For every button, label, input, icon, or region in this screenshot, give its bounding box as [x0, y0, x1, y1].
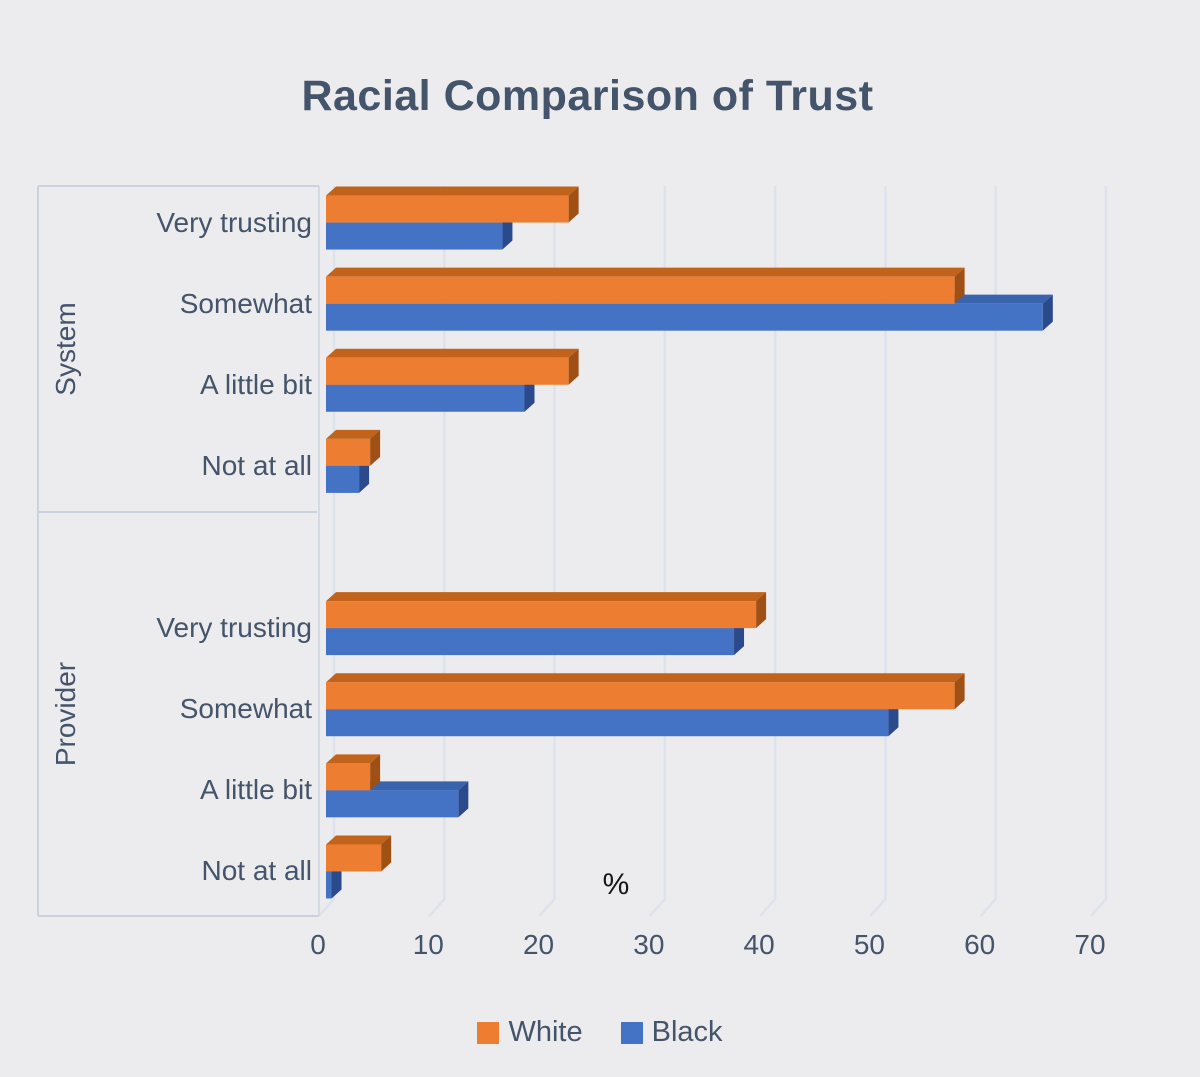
category-label-system-somewhat: Somewhat: [179, 287, 312, 319]
bar-black-system-somewhat-side: [1042, 294, 1053, 331]
chart-title: Racial Comparison of Trust: [301, 72, 874, 120]
bar-black-system-very-trusting: [326, 222, 503, 250]
legend: White Black: [0, 1016, 1200, 1049]
category-label-system-not-at-all: Not at all: [201, 449, 313, 481]
bar-white-provider-somewhat-top: [326, 673, 965, 683]
bar-white-provider-somewhat: [326, 682, 955, 710]
legend-swatch-black-icon: [620, 1021, 643, 1044]
bar-white-provider-not-at-all-side: [381, 835, 392, 872]
bar-white-system-somewhat-top: [326, 267, 965, 277]
tick-label-10: 10: [412, 929, 444, 960]
tick-label-60: 60: [964, 929, 996, 960]
bar-white-system-not-at-all: [326, 438, 371, 466]
bar-white-system-somewhat: [326, 276, 955, 304]
bar-white-provider-very-trusting-top: [326, 592, 767, 602]
bar-white-provider-very-trusting: [326, 601, 757, 629]
category-label-system-a-little-bit: A little bit: [199, 368, 312, 400]
legend-swatch-white-icon: [477, 1021, 500, 1044]
bar-white-system-very-trusting: [326, 195, 569, 223]
tick-label-40: 40: [743, 929, 775, 960]
bar-black-provider-very-trusting: [326, 628, 735, 656]
tick-label-0: 0: [310, 929, 326, 960]
bar-black-provider-not-at-all: [326, 871, 332, 899]
bar-white-system-not-at-all-top: [326, 429, 381, 439]
bar-white-provider-a-little-bit-side: [370, 754, 381, 791]
gridline-20: [538, 186, 556, 917]
bar-white-provider-not-at-all: [326, 844, 382, 872]
bar-black-provider-a-little-bit: [326, 790, 459, 818]
x-axis-title: %: [602, 868, 630, 901]
gridline-30: [648, 186, 667, 917]
bar-white-provider-a-little-bit-top: [326, 754, 381, 764]
category-label-provider-somewhat: Somewhat: [179, 693, 312, 725]
bar-black-system-somewhat: [326, 303, 1043, 331]
bar-white-provider-very-trusting-side: [756, 592, 767, 629]
gridline-10: [428, 186, 446, 917]
bar-white-provider-somewhat-side: [954, 673, 965, 710]
gridline-70: [1090, 186, 1108, 917]
bar-black-system-not-at-all: [326, 465, 360, 493]
bar-black-system-a-little-bit: [326, 384, 525, 412]
gridline-50: [869, 186, 887, 917]
bar-white-system-very-trusting-top: [326, 186, 579, 196]
bar-white-system-a-little-bit: [326, 357, 569, 385]
bar-white-system-not-at-all-side: [370, 429, 381, 466]
group-label-provider: Provider: [50, 661, 81, 767]
category-label-provider-a-little-bit: A little bit: [199, 774, 312, 806]
bar-white-provider-not-at-all-top: [326, 835, 392, 845]
category-label-system-very-trusting: Very trusting: [156, 206, 312, 238]
bar-black-provider-somewhat: [326, 709, 889, 737]
gridline-0: [318, 186, 336, 917]
tick-label-50: 50: [853, 929, 885, 960]
bar-black-provider-a-little-bit-side: [458, 781, 469, 818]
bar-white-provider-a-little-bit: [326, 763, 371, 791]
legend-item-black: Black: [620, 1016, 723, 1049]
category-label-provider-very-trusting: Very trusting: [156, 612, 312, 644]
legend-item-white: White: [477, 1016, 583, 1049]
gridline-40: [759, 186, 777, 917]
bar-white-system-a-little-bit-side: [568, 348, 579, 385]
tick-label-30: 30: [633, 929, 665, 960]
gridline-60: [979, 186, 997, 917]
tick-label-20: 20: [522, 929, 555, 960]
legend-label-black: Black: [651, 1016, 723, 1048]
bar-white-system-a-little-bit-top: [326, 348, 579, 358]
bar-white-system-very-trusting-side: [568, 186, 579, 223]
category-label-provider-not-at-all: Not at all: [201, 855, 313, 887]
tick-label-70: 70: [1074, 929, 1106, 960]
group-label-system: System: [50, 302, 81, 396]
legend-label-white: White: [508, 1016, 583, 1048]
bar-white-system-somewhat-side: [954, 267, 965, 304]
